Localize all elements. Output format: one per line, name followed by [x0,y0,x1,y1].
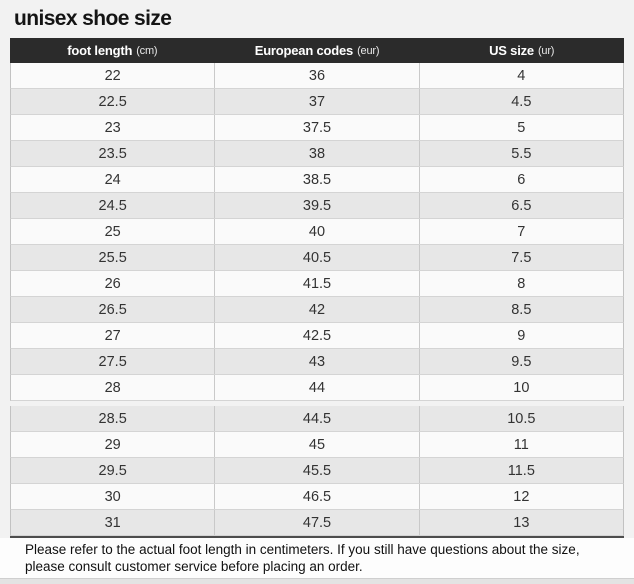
table-cell: 7 [517,223,526,240]
footer-note: Please refer to the actual foot length i… [0,538,634,578]
table-cell: 5 [517,119,526,136]
table-cell: 23.5 [11,141,216,166]
column-header-unit: (ur) [537,44,555,57]
table-cell: 8 [517,275,526,292]
title-bar: unisex shoe size [0,0,634,38]
table-cell: 4 [517,67,526,84]
table-row: 31 47.5 13 [10,510,624,536]
table-cell: 9.5 [511,353,532,370]
table-bottom-border [10,536,624,538]
table-cell: 39.5 [215,193,420,218]
table-cell: 5.5 [511,145,532,162]
table-cell: 31 [11,510,216,535]
table-cell: 27 [11,323,216,348]
table-row: 23 37.5 5 [10,115,624,141]
table-cell: 12 [513,488,530,505]
table-cell: 29 [11,432,216,457]
table-cell: 23 [11,115,216,140]
size-table: foot length (cm) European codes (eur) US… [10,38,624,538]
table-cell: 42.5 [215,323,420,348]
column-header-unit: (eur) [357,44,380,57]
table-cell: 9 [517,327,526,344]
table-cell: 26 [11,271,216,296]
table-cell: 44.5 [215,406,420,431]
table-row: 22 36 4 [10,63,624,89]
table-row: 25.5 40.5 7.5 [10,245,624,271]
table-cell: 45.5 [215,458,420,483]
table-cell: 43 [215,349,420,374]
section-divider [10,401,624,406]
table-cell: 24 [11,167,216,192]
table-cell: 36 [215,63,420,88]
table-row: 28 44 10 [10,375,624,401]
table-cell: 10 [513,379,530,396]
table-cell: 40.5 [215,245,420,270]
table-row: 30 46.5 12 [10,484,624,510]
table-cell: 45 [215,432,420,457]
table-cell: 42 [215,297,420,322]
table-cell: 6 [517,171,526,188]
column-header-label: US size [489,43,534,58]
table-row: 27 42.5 9 [10,323,624,349]
table-row: 26.5 42 8.5 [10,297,624,323]
column-header-european-codes: European codes (eur) [215,38,420,63]
table-cell: 44 [215,375,420,400]
table-row: 29 45 11 [10,432,624,458]
bottom-strip [0,578,634,584]
table-row: 27.5 43 9.5 [10,349,624,375]
table-cell: 22.5 [11,89,216,114]
table-row: 22.5 37 4.5 [10,89,624,115]
table-cell: 37 [215,89,420,114]
table-cell: 22 [11,63,216,88]
table-cell: 11 [513,436,529,453]
table-row: 29.5 45.5 11.5 [10,458,624,484]
table-row: 28.5 44.5 10.5 [10,406,624,432]
table-row: 26 41.5 8 [10,271,624,297]
table-cell: 4.5 [511,93,532,110]
table-header-row: foot length (cm) European codes (eur) US… [10,38,624,63]
table-cell: 11.5 [507,462,535,479]
table-cell: 29.5 [11,458,216,483]
column-header-us-size: US size (ur) [419,38,624,63]
table-cell: 24.5 [11,193,216,218]
column-header-label: European codes [254,43,354,58]
column-header-label: foot length [67,43,133,58]
table-cell: 25 [11,219,216,244]
table-cell: 46.5 [215,484,420,509]
table-cell: 40 [215,219,420,244]
table-cell: 6.5 [511,197,532,214]
table-cell: 41.5 [215,271,420,296]
column-header-foot-length: foot length (cm) [10,38,215,63]
table-row: 24 38.5 6 [10,167,624,193]
table-row: 25 40 7 [10,219,624,245]
table-cell: 27.5 [11,349,216,374]
table-cell: 30 [11,484,216,509]
table-cell: 26.5 [11,297,216,322]
column-header-unit: (cm) [136,44,158,57]
table-cell: 37.5 [215,115,420,140]
table-cell: 28 [11,375,216,400]
table-cell: 10.5 [507,410,536,427]
table-cell: 28.5 [11,406,216,431]
table-row: 23.5 38 5.5 [10,141,624,167]
table-cell: 38 [215,141,420,166]
table-cell: 13 [513,514,530,531]
table-cell: 25.5 [11,245,216,270]
table-row: 24.5 39.5 6.5 [10,193,624,219]
table-cell: 47.5 [215,510,420,535]
table-cell: 8.5 [511,301,532,318]
table-body: 22 36 4 22.5 37 4.5 23 37.5 5 23.5 38 5.… [10,63,624,536]
table-cell: 7.5 [511,249,532,266]
table-cell: 38.5 [215,167,420,192]
page-title: unisex shoe size [14,7,172,30]
